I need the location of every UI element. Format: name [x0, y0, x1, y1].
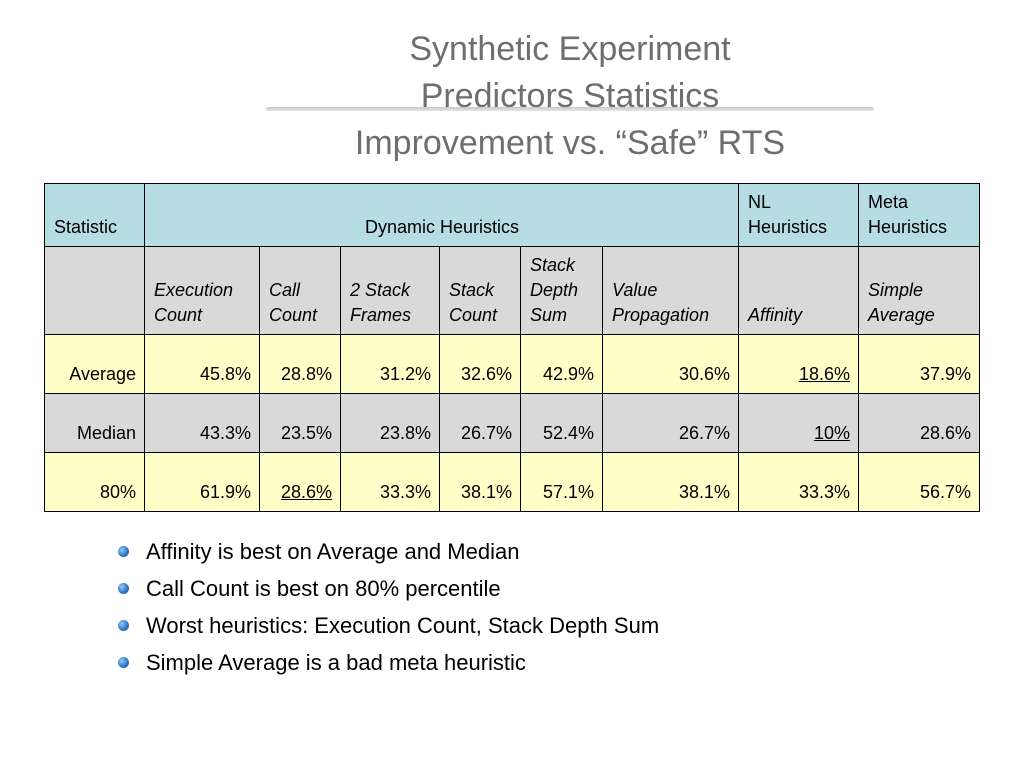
slide-title: Synthetic Experiment Predictors Statisti… [270, 26, 870, 167]
subheader-simple-average: Simple Average [858, 246, 980, 335]
table-subheader-row: Execution Count Call Count 2 Stack Frame… [44, 246, 980, 335]
title-line-3: Improvement vs. “Safe” RTS [354, 124, 786, 162]
header-dynamic-heuristics: Dynamic Heuristics [144, 183, 739, 247]
table-cell: 23.8% [340, 393, 440, 453]
subheader-call-count: Call Count [259, 246, 341, 335]
table-cell: 30.6% [602, 334, 739, 394]
bullet-text: Simple Average is a bad meta heuristic [146, 650, 526, 675]
table-cell: 33.3% [340, 452, 440, 512]
table-row-average: Average 45.8% 28.8% 31.2% 32.6% 42.9% 30… [44, 334, 980, 394]
subheader-2-stack-frames: 2 Stack Frames [340, 246, 440, 335]
bullet-icon [118, 657, 129, 668]
row-label: 80% [44, 452, 145, 512]
bullet-text: Affinity is best on Average and Median [146, 539, 520, 564]
table-cell: 28.6% [858, 393, 980, 453]
subheader-execution-count: Execution Count [144, 246, 260, 335]
table-cell: 57.1% [520, 452, 603, 512]
table-cell: 52.4% [520, 393, 603, 453]
table-cell-best: 28.6% [259, 452, 341, 512]
bullet-text: Call Count is best on 80% percentile [146, 576, 501, 601]
statistics-table: Statistic Dynamic Heuristics NL Heuristi… [44, 183, 980, 512]
table-cell: 38.1% [602, 452, 739, 512]
table-cell: 45.8% [144, 334, 260, 394]
subheader-value-propagation: Value Propagation [602, 246, 739, 335]
bullet-item: Affinity is best on Average and Median [118, 533, 659, 570]
header-statistic: Statistic [44, 183, 145, 247]
table-cell-best: 10% [738, 393, 859, 453]
row-label: Median [44, 393, 145, 453]
row-label: Average [44, 334, 145, 394]
table-cell: 38.1% [439, 452, 521, 512]
table-cell: 37.9% [858, 334, 980, 394]
table-cell: 23.5% [259, 393, 341, 453]
table-cell: 42.9% [520, 334, 603, 394]
bullet-item: Simple Average is a bad meta heuristic [118, 644, 659, 681]
title-divider [266, 107, 874, 111]
table-cell: 26.7% [602, 393, 739, 453]
bullet-icon [118, 620, 129, 631]
subheader-empty [44, 246, 145, 335]
header-nl-heuristics: NL Heuristics [738, 183, 859, 247]
table-row-80-percentile: 80% 61.9% 28.6% 33.3% 38.1% 57.1% 38.1% … [44, 452, 980, 512]
table-cell: 28.8% [259, 334, 341, 394]
table-cell: 61.9% [144, 452, 260, 512]
subheader-affinity: Affinity [738, 246, 859, 335]
bullet-list: Affinity is best on Average and Median C… [118, 533, 659, 681]
table-cell: 26.7% [439, 393, 521, 453]
title-line-1: Synthetic Experiment [409, 30, 731, 68]
table-header-row: Statistic Dynamic Heuristics NL Heuristi… [44, 183, 980, 247]
table-row-median: Median 43.3% 23.5% 23.8% 26.7% 52.4% 26.… [44, 393, 980, 453]
title-line-2: Predictors Statistics [420, 77, 720, 115]
bullet-icon [118, 583, 129, 594]
subheader-stack-count: Stack Count [439, 246, 521, 335]
table-cell: 32.6% [439, 334, 521, 394]
table-cell: 33.3% [738, 452, 859, 512]
table-cell: 43.3% [144, 393, 260, 453]
table-cell: 31.2% [340, 334, 440, 394]
bullet-item: Call Count is best on 80% percentile [118, 570, 659, 607]
header-meta-heuristics: Meta Heuristics [858, 183, 980, 247]
bullet-text: Worst heuristics: Execution Count, Stack… [146, 613, 660, 638]
bullet-item: Worst heuristics: Execution Count, Stack… [118, 607, 659, 644]
table-cell: 56.7% [858, 452, 980, 512]
table-cell-best: 18.6% [738, 334, 859, 394]
subheader-stack-depth-sum: Stack Depth Sum [520, 246, 603, 335]
bullet-icon [118, 546, 129, 557]
